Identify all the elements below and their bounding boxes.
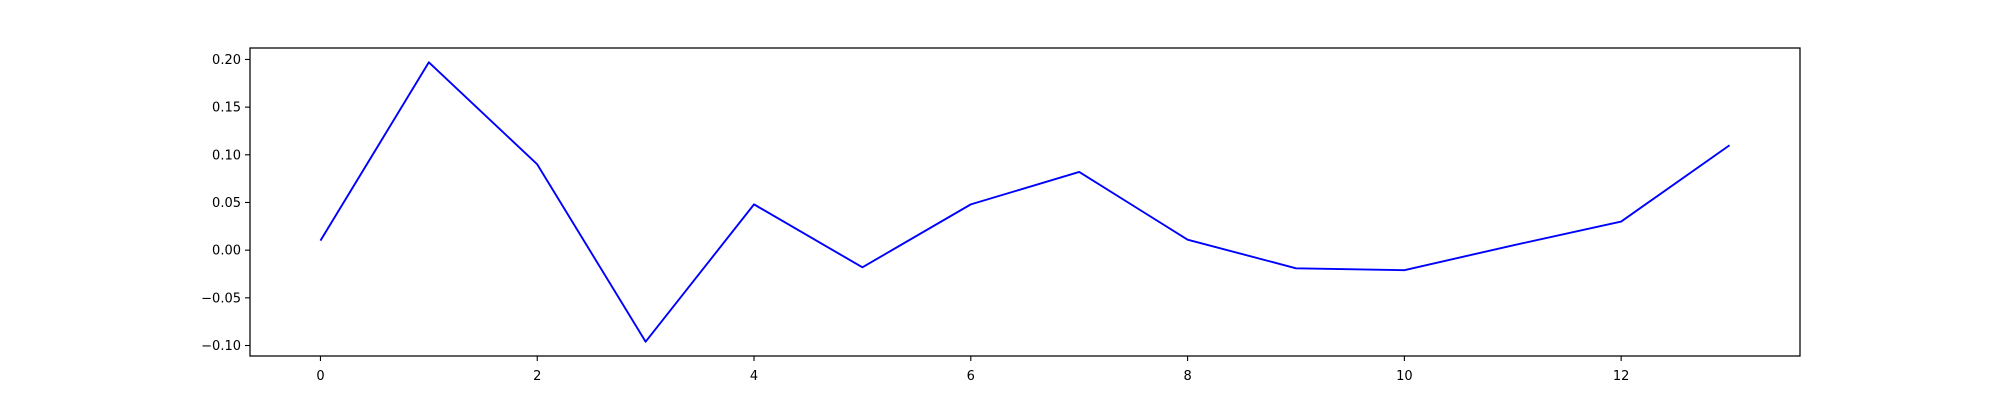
x-tick-label: 4 [750,369,758,384]
y-tick-label: 0.20 [212,53,241,68]
x-axis: 0 2 4 6 8 10 12 [316,356,1629,384]
x-tick-label: 6 [967,369,975,384]
x-tick-label: 8 [1183,369,1191,384]
plot-area [319,61,1731,343]
series-line-0 [319,61,1731,343]
y-tick-label: −0.05 [201,291,241,306]
y-tick-label: 0.15 [212,101,241,116]
x-tick-label: 12 [1613,369,1630,384]
x-tick-label: 2 [533,369,541,384]
x-tick-label: 0 [316,369,324,384]
y-tick-label: 0.10 [212,148,241,163]
y-axis: −0.10 −0.05 0.00 0.05 0.10 0.15 0.20 [201,53,250,354]
y-tick-label: 0.00 [212,244,241,259]
y-tick-label: 0.05 [212,196,241,211]
y-tick-label: −0.10 [201,339,241,354]
x-tick-label: 10 [1396,369,1413,384]
